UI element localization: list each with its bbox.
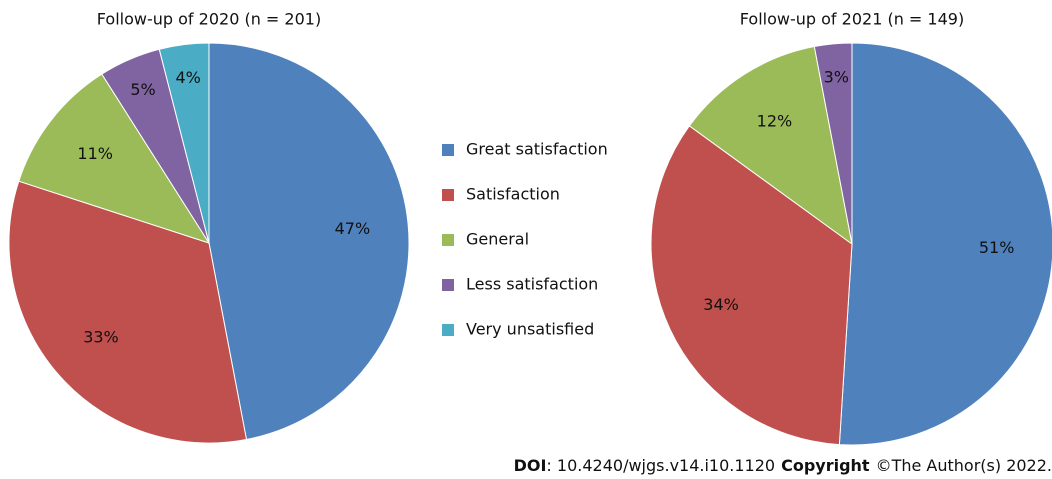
copyright-label: Copyright bbox=[781, 456, 870, 475]
slice-label: 11% bbox=[77, 144, 113, 163]
legend-swatch bbox=[442, 234, 454, 246]
legend-label: Great satisfaction bbox=[466, 140, 608, 159]
slice-label: 51% bbox=[979, 238, 1015, 257]
legend-swatch bbox=[442, 324, 454, 336]
legend-swatch bbox=[442, 189, 454, 201]
slice-label: 5% bbox=[130, 80, 155, 99]
doi: : 10.4240/wjgs.v14.i10.1120 bbox=[546, 456, 775, 475]
legend-label: Satisfaction bbox=[466, 185, 560, 204]
slice-label: 3% bbox=[824, 67, 849, 86]
footer: DOI: 10.4240/wjgs.v14.i10.1120 Copyright ©… bbox=[514, 456, 1052, 475]
pie-slice bbox=[208, 42, 410, 441]
slice-label: 34% bbox=[703, 295, 739, 314]
legend-swatch bbox=[442, 144, 454, 156]
pie-slice bbox=[688, 45, 853, 246]
chart-title: Follow-up of 2020 (n = 201) bbox=[97, 10, 321, 29]
pie-slice bbox=[158, 42, 210, 244]
doi-label: DOI bbox=[514, 456, 547, 475]
legend-label: Less satisfaction bbox=[466, 275, 598, 294]
slice-label: 33% bbox=[83, 328, 119, 347]
pie-slice bbox=[18, 73, 211, 244]
pie-slice bbox=[8, 180, 248, 444]
pie-slice bbox=[650, 125, 853, 446]
legend-swatch bbox=[442, 279, 454, 291]
slice-label: 12% bbox=[757, 111, 793, 130]
chart-title: Follow-up of 2021 (n = 149) bbox=[740, 10, 964, 29]
pie-slice bbox=[838, 42, 1052, 446]
slice-label: 4% bbox=[175, 68, 200, 87]
slice-label: 47% bbox=[335, 219, 371, 238]
legend-label: Very unsatisfied bbox=[466, 320, 594, 339]
pie-slice bbox=[813, 42, 853, 245]
legend-label: General bbox=[466, 230, 529, 249]
copyright: ©The Author(s) 2022. bbox=[876, 456, 1052, 475]
